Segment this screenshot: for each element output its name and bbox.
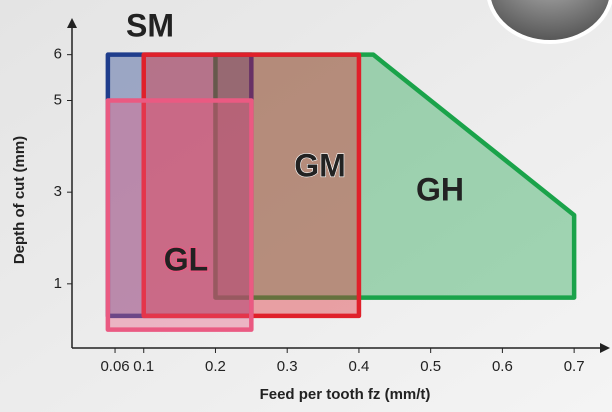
region-label: SM xyxy=(126,7,174,43)
x-tick-label: 0.3 xyxy=(277,358,298,375)
region-label: GL xyxy=(164,241,208,277)
x-tick-label: 0.4 xyxy=(349,358,370,375)
x-tick-label: 0.06 xyxy=(100,358,129,375)
region xyxy=(108,101,251,330)
x-tick-label: 0.2 xyxy=(205,358,226,375)
y-axis-title: Depth of cut (mm) xyxy=(11,136,28,264)
x-tick-label: 0.1 xyxy=(133,358,154,375)
y-tick-label: 3 xyxy=(54,183,62,200)
x-tick-label: 0.7 xyxy=(564,358,585,375)
region-label: GM xyxy=(294,147,346,183)
x-tick-label: 0.6 xyxy=(492,358,513,375)
chart: 0.060.1 0.2 0.3 0.4 0.5 0.6 0.7 1 3 5 6 Feed per to… xyxy=(0,0,612,412)
y-tick-label: 1 xyxy=(54,275,62,292)
x-tick-label: 0.5 xyxy=(420,358,441,375)
region-label: GH xyxy=(416,171,464,207)
y-tick-label: 5 xyxy=(54,91,62,108)
x-axis-title: Feed per tooth fz (mm/t) xyxy=(260,386,431,403)
y-tick-label: 6 xyxy=(54,46,62,63)
